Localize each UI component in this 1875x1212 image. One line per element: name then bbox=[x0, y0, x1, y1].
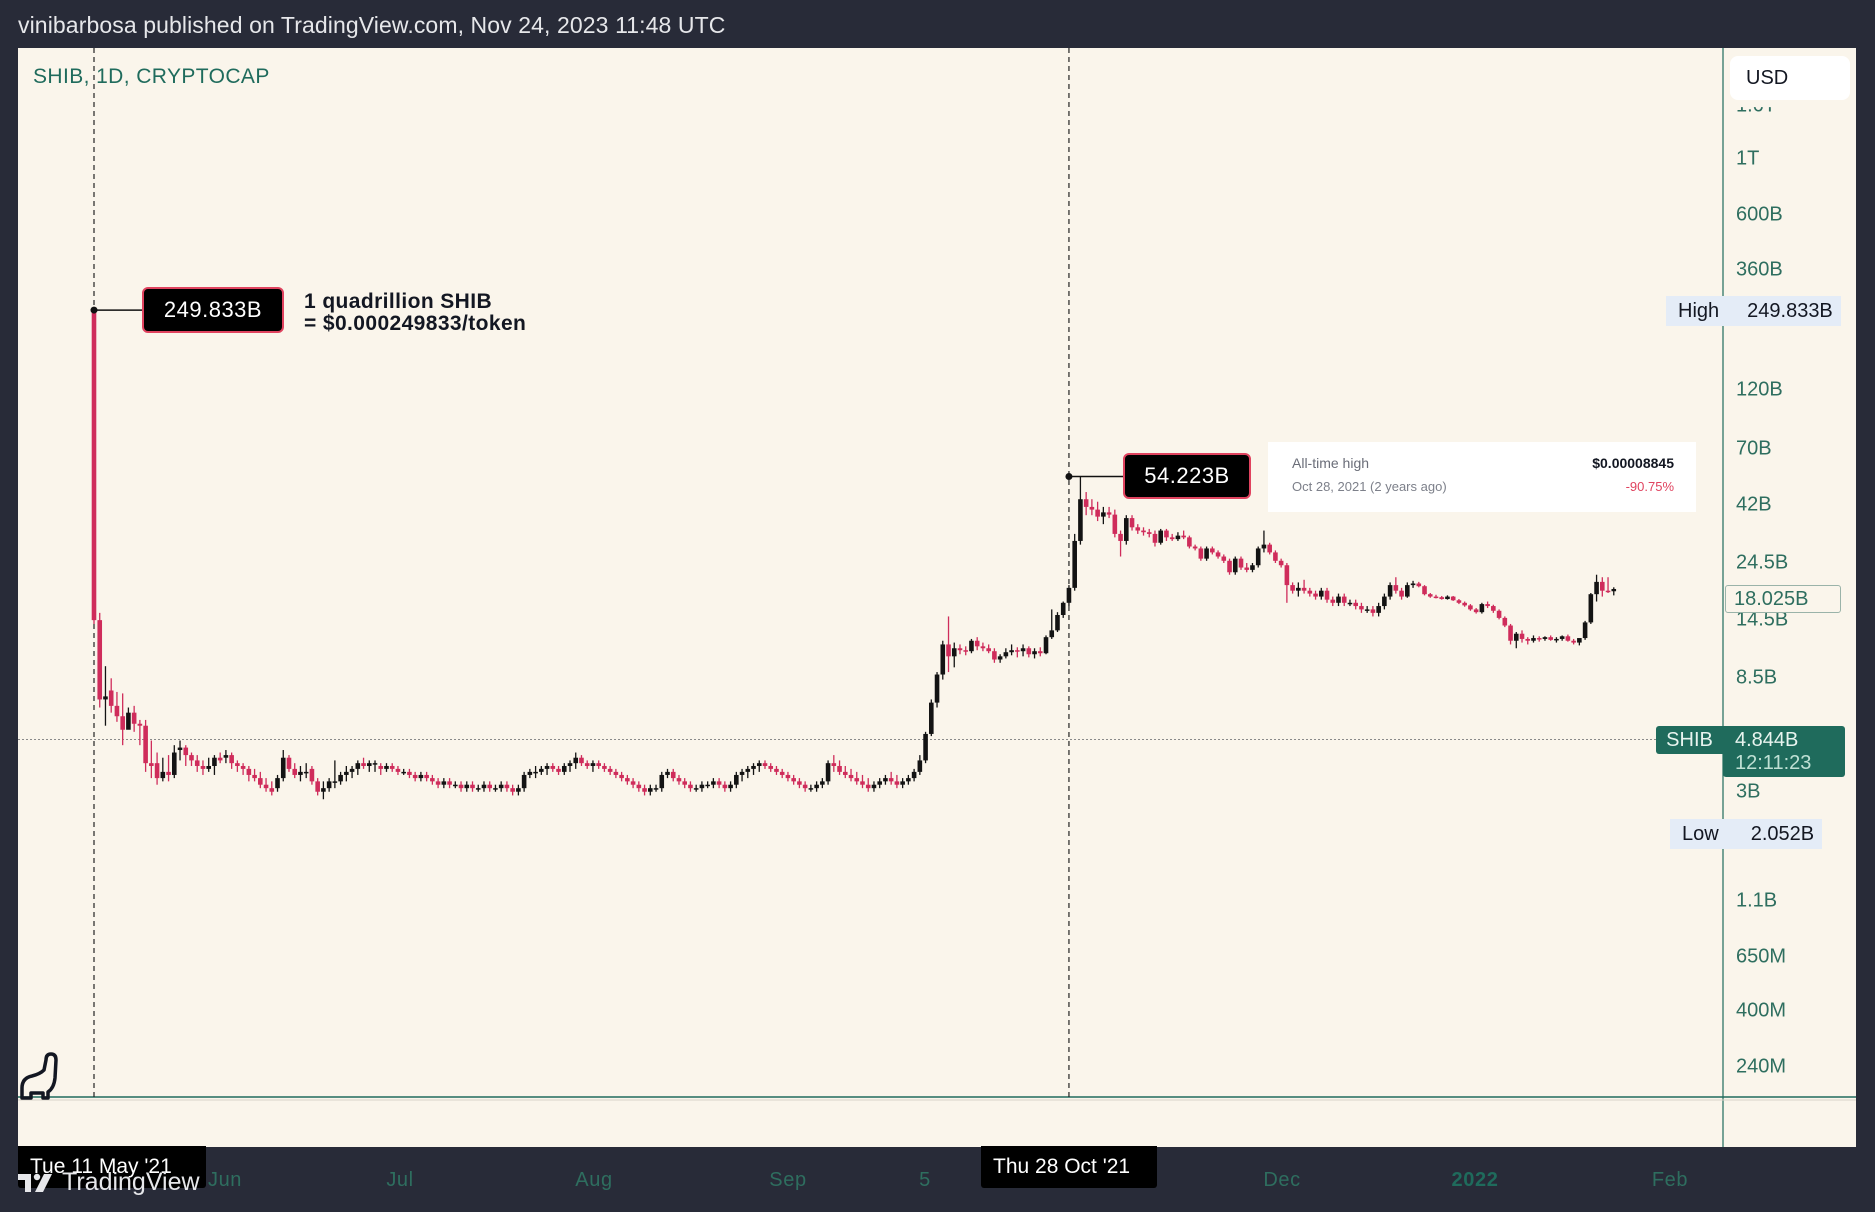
x-tick-aug: Aug bbox=[575, 1169, 613, 1191]
low-label-text: Low bbox=[1682, 822, 1719, 845]
tradingview-brand[interactable]: TradingView bbox=[18, 1168, 200, 1197]
high-label: High 249.833B bbox=[1666, 296, 1841, 326]
tradingview-logo-icon bbox=[18, 1173, 52, 1192]
annotation-note[interactable]: 1 quadrillion SHIB = $0.000249833/token bbox=[304, 291, 526, 335]
y-tick-70B: 70B bbox=[1736, 437, 1772, 460]
x-tick-2022: 2022 bbox=[1451, 1169, 1499, 1191]
annotation-line-2: = $0.000249833/token bbox=[304, 312, 527, 335]
x-tick-jun: Jun bbox=[207, 1169, 243, 1191]
y-tick-1T: 1T bbox=[1736, 147, 1760, 170]
dinosaur-logo-icon bbox=[20, 1052, 58, 1100]
last-price-label: 18.025B bbox=[1725, 585, 1841, 613]
y-tick-1.1B: 1.1B bbox=[1736, 889, 1778, 912]
current-price-value: 4.844B bbox=[1735, 729, 1799, 751]
y-tick-1.6T: 1.6T bbox=[1736, 94, 1777, 117]
bar-countdown: 12:11:23 bbox=[1735, 752, 1812, 774]
y-tick-240M: 240M bbox=[1736, 1055, 1787, 1078]
tradingview-brand-text: TradingView bbox=[62, 1168, 200, 1196]
ath-date: Oct 28, 2021 (2 years ago) bbox=[1292, 479, 1447, 494]
high-value: 249.833B bbox=[1747, 299, 1833, 322]
x-tick-jul: Jul bbox=[386, 1169, 414, 1191]
y-tick-400M: 400M bbox=[1736, 999, 1787, 1022]
current-price-label: 4.844B 12:11:23 bbox=[1723, 726, 1845, 777]
y-tick-14.5B: 14.5B bbox=[1736, 608, 1789, 631]
y-tick-360B: 360B bbox=[1736, 258, 1783, 281]
chart-frame[interactable]: SHIB, 1D, CRYPTOCAP USD 1.6T 1T 600B 360… bbox=[18, 48, 1856, 1191]
x-tick-dec: Dec bbox=[1263, 1169, 1301, 1191]
currency-button[interactable]: USD bbox=[1730, 56, 1850, 100]
ath-label: All-time high bbox=[1292, 455, 1370, 471]
y-tick-42B: 42B bbox=[1736, 493, 1772, 516]
ath-price: $0.00008845 bbox=[1592, 455, 1674, 471]
symbol-legend[interactable]: SHIB, 1D, CRYPTOCAP bbox=[33, 65, 270, 88]
y-tick-600B: 600B bbox=[1736, 203, 1783, 226]
price-tag-initial[interactable]: 249.833B bbox=[142, 287, 284, 333]
candlestick-plot[interactable] bbox=[18, 48, 1856, 1147]
x-tick-5: 5 bbox=[919, 1169, 931, 1191]
ath-change: -90.75% bbox=[1625, 479, 1674, 494]
annotation-line-1: 1 quadrillion SHIB bbox=[304, 290, 493, 313]
low-value: 2.052B bbox=[1750, 822, 1815, 845]
crosshair-date-label-1: Tue 11 May '21 bbox=[18, 1146, 206, 1188]
current-symbol-label: SHIB bbox=[1656, 726, 1723, 754]
ath-info-card: All-time high Oct 28, 2021 (2 years ago)… bbox=[1268, 442, 1696, 512]
y-tick-3B: 3B bbox=[1736, 780, 1761, 803]
low-label: Low 2.052B bbox=[1670, 819, 1823, 849]
high-label-text: High bbox=[1678, 299, 1720, 322]
x-tick-feb: Feb bbox=[1651, 1169, 1689, 1191]
y-tick-120B: 120B bbox=[1736, 378, 1783, 401]
y-tick-650M: 650M bbox=[1736, 945, 1787, 968]
price-tag-ath[interactable]: 54.223B bbox=[1123, 453, 1251, 499]
y-tick-8.5B: 8.5B bbox=[1736, 666, 1778, 689]
x-tick-sep: Sep bbox=[769, 1169, 807, 1191]
y-tick-24.5B: 24.5B bbox=[1736, 551, 1789, 574]
published-header: vinibarbosa published on TradingView.com… bbox=[18, 12, 726, 38]
crosshair-date-label-2: Thu 28 Oct '21 bbox=[981, 1146, 1157, 1188]
